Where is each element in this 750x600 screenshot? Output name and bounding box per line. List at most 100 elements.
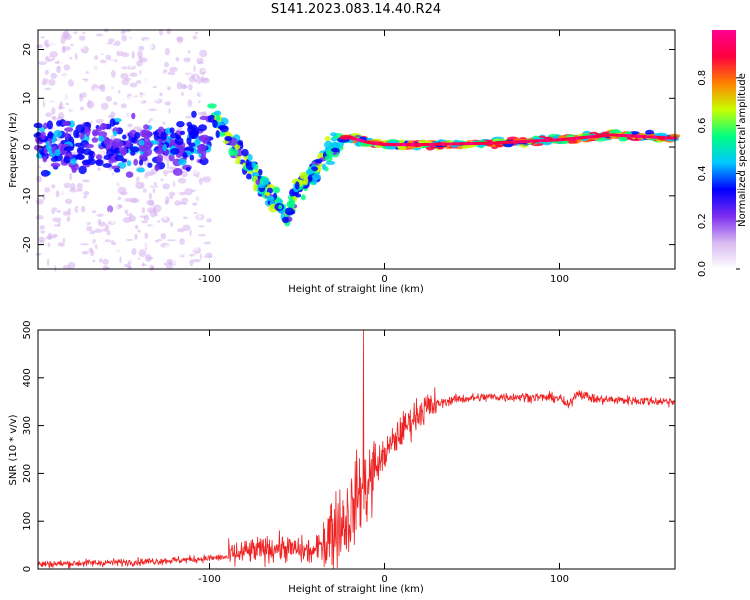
spectrogram-cell (72, 202, 75, 211)
spectrogram-cell (85, 91, 90, 100)
spectrogram-cell (169, 252, 177, 260)
spectrogram-cell (39, 225, 45, 230)
spectrogram-cell (168, 260, 174, 266)
spectrogram-cell (314, 158, 323, 164)
spectrogram-cell (191, 81, 200, 87)
spectrogram-cell (74, 219, 82, 225)
spectrogram-cell (81, 55, 87, 63)
spectrogram-cell (162, 183, 170, 190)
spectrogram-cell (139, 215, 147, 218)
spectrogram-cell (49, 50, 58, 58)
spectrogram-cell (46, 120, 54, 130)
spectrogram-cell (113, 176, 116, 179)
spectrogram-cell (196, 64, 205, 68)
spectrogram-cell (143, 188, 147, 193)
spectrogram-cell (40, 230, 46, 234)
spectrogram-cell (57, 112, 65, 120)
spectrogram-cell (167, 86, 171, 91)
spectrogram-cell (108, 210, 111, 217)
spectrogram-cell (90, 120, 93, 125)
spectrogram-cell (618, 136, 628, 142)
spectrogram-cell (76, 262, 85, 269)
spectrogram-cell (305, 168, 314, 175)
spectrogram-cell (97, 45, 101, 52)
spectrogram-cell (48, 103, 53, 111)
spectrogram-cell (183, 57, 191, 63)
spectrogram-cell (143, 76, 153, 82)
spectrogram-cell (118, 215, 126, 220)
spectrogram-cell (87, 69, 91, 73)
spectrogram-cell (81, 76, 85, 80)
spectrogram-cell (204, 229, 210, 235)
spectrogram-cell (202, 176, 212, 183)
spectrogram-cell (65, 173, 69, 179)
spectrogram-cell (152, 188, 156, 194)
spectrogram-cell (129, 146, 140, 153)
spectrogram-cell (150, 224, 154, 230)
spectrogram-cell (138, 99, 144, 103)
spectrogram-cell (186, 67, 194, 76)
spectrogram-cell (134, 42, 138, 46)
spectrogram-cell (109, 216, 116, 225)
spectrogram-cell (200, 149, 207, 157)
spectrogram-cell (109, 118, 116, 127)
spectrogram-cell (127, 123, 133, 128)
spectrogram-cell (99, 236, 103, 244)
spectrogram-cell (145, 112, 150, 120)
spectrogram-cell (74, 52, 78, 61)
spectrogram-cell (89, 141, 94, 145)
spectrogram-cell (331, 142, 340, 149)
y-tick-label: 100 (22, 512, 33, 531)
spectrogram-cell (200, 184, 204, 192)
spectrogram-cell (143, 69, 152, 76)
spectrogram-ylabel: Frequency (Hz) (8, 112, 19, 188)
spectrogram-cell (284, 207, 295, 216)
spectrogram-cell (102, 163, 112, 168)
spectrogram-cell (182, 152, 188, 160)
spectrogram-cell (189, 90, 195, 96)
spectrogram-cell (122, 134, 127, 140)
spectrogram-cell (134, 131, 141, 139)
spectrogram-cell (258, 169, 263, 176)
spectrogram-cell (192, 35, 198, 40)
spectrogram-cell (106, 42, 114, 45)
spectrogram-cell (167, 71, 176, 76)
spectrogram-cell (196, 194, 205, 198)
spectrogram-cell (82, 202, 87, 207)
spectrogram-cell (133, 107, 138, 113)
spectrogram-cell (44, 187, 51, 193)
spectrogram-cell (103, 140, 112, 146)
spectrogram-cell (143, 151, 149, 158)
spectrogram-cell (169, 147, 180, 155)
spectrogram-cell (100, 173, 105, 181)
spectrogram-cell (100, 102, 109, 110)
spectrogram-cell (67, 235, 74, 241)
spectrogram-cell (130, 207, 136, 213)
spectrogram-cell (156, 154, 164, 164)
spectrogram-cell (97, 167, 101, 171)
spectrogram-cell (251, 172, 260, 177)
spectrogram-cell (173, 180, 176, 187)
spectrogram-cell (144, 173, 149, 179)
spectrogram-cell (38, 262, 44, 267)
x-tick-label: 0 (381, 274, 387, 285)
spectrogram-cell (48, 78, 56, 86)
spectrogram-cell (45, 176, 52, 179)
spectrogram-cell (101, 53, 104, 56)
spectrogram-cell (215, 130, 220, 139)
spectrogram-cell (83, 195, 88, 199)
spectrogram-cell (52, 228, 59, 233)
spectrogram-cell (97, 219, 102, 224)
spectrogram-cell (89, 73, 94, 80)
spectrogram-cell (144, 232, 149, 240)
spectrogram-cell (69, 56, 73, 60)
spectrogram-cell (131, 91, 137, 97)
spectrogram-cell (108, 254, 113, 258)
spectrogram-cell (62, 265, 71, 270)
spectrogram-cell (176, 252, 184, 257)
spectrogram-cell (51, 207, 55, 215)
spectrogram-cell (213, 110, 222, 116)
spectrogram-cell (71, 246, 81, 251)
spectrogram-cell (35, 44, 44, 48)
spectrogram-cell (79, 106, 85, 111)
